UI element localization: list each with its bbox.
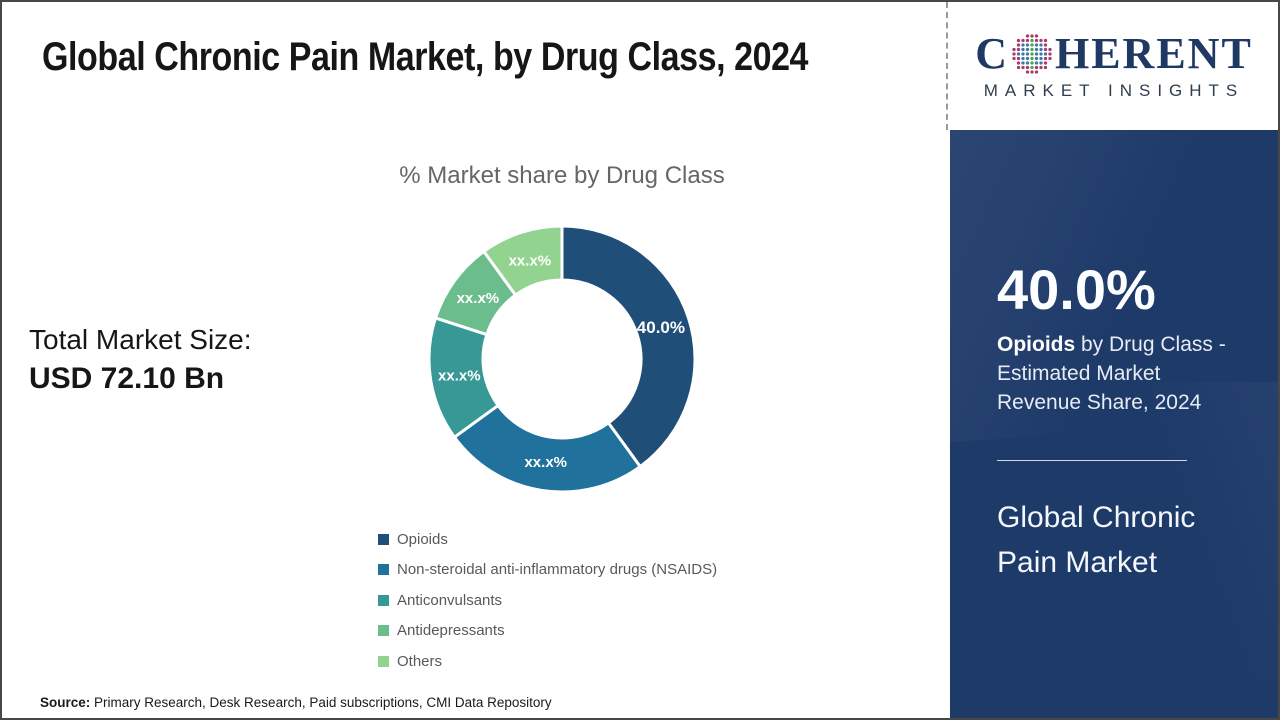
sidebar-stat-value: 40.0% bbox=[997, 258, 1156, 321]
sidebar-content: 40.0% Opioids by Drug Class - Estimated … bbox=[950, 130, 1278, 585]
source-label: Source: bbox=[40, 695, 91, 710]
slice-label: xx.x% bbox=[457, 290, 500, 307]
sidebar-panel: 40.0% Opioids by Drug Class - Estimated … bbox=[950, 130, 1278, 718]
legend-item-opioids: Opioids bbox=[378, 524, 717, 555]
total-market-value: USD 72.10 Bn bbox=[29, 362, 225, 395]
legend-label: Non-steroidal anti-inflammatory drugs (N… bbox=[397, 561, 718, 579]
total-market-block: Total Market Size: USD 72.10 Bn bbox=[29, 324, 252, 396]
legend-label: Anticonvulsants bbox=[397, 591, 503, 609]
globe-dots-icon bbox=[1012, 33, 1052, 74]
legend-item-antidepressants: Antidepressants bbox=[378, 616, 717, 647]
brand-letter-c: C bbox=[975, 28, 1009, 78]
sidebar-stat-description: Opioids by Drug Class - Estimated Market… bbox=[997, 330, 1239, 417]
brand-letters-herent: HERENT bbox=[1054, 28, 1253, 78]
slice-label: xx.x% bbox=[524, 454, 567, 471]
legend-item-others: Others bbox=[378, 646, 717, 677]
sidebar-market-name: Global Chronic Pain Market bbox=[997, 501, 1196, 579]
legend-swatch-icon bbox=[378, 655, 389, 667]
slice-label: xx.x% bbox=[509, 252, 552, 269]
donut-chart: 40.0% xx.x% xx.x% xx.x% xx.x% bbox=[427, 224, 697, 494]
legend-swatch-icon bbox=[378, 594, 389, 606]
chart-subtitle: % Market share by Drug Class bbox=[399, 162, 725, 189]
brand-subtext: MARKET INSIGHTS bbox=[983, 80, 1245, 100]
legend-item-non-steroidal-anti-inflammatory-drugs-nsaids: Non-steroidal anti-inflammatory drugs (N… bbox=[378, 555, 717, 586]
legend-label: Opioids bbox=[397, 530, 448, 548]
total-market-label: Total Market Size: bbox=[29, 324, 252, 355]
legend-swatch-icon bbox=[378, 533, 389, 545]
legend-item-anticonvulsants: Anticonvulsants bbox=[378, 585, 717, 616]
page-title: Global Chronic Pain Market, by Drug Clas… bbox=[42, 35, 809, 79]
donut-slice-others bbox=[481, 224, 564, 298]
chart-legend: Opioids Non-steroidal anti-inflammatory d… bbox=[378, 524, 717, 677]
legend-swatch-icon bbox=[378, 564, 389, 576]
dashed-divider bbox=[946, 2, 948, 130]
legend-label: Antidepressants bbox=[397, 622, 505, 640]
legend-label: Others bbox=[397, 652, 443, 670]
brand-wordmark: C HERENT bbox=[975, 28, 1253, 78]
sidebar-divider bbox=[997, 460, 1187, 461]
brand-logo: C HERENT MARKET INSIGHTS bbox=[950, 2, 1278, 130]
slice-label: 40.0% bbox=[637, 318, 685, 337]
legend-swatch-icon bbox=[378, 625, 389, 637]
source-note: Source: Primary Research, Desk Research,… bbox=[40, 695, 552, 710]
source-text: Primary Research, Desk Research, Paid su… bbox=[90, 695, 552, 710]
donut-slice-non-steroidal-anti-inflammatory-drugs-nsaids bbox=[452, 403, 643, 494]
slice-label: xx.x% bbox=[438, 368, 481, 385]
sidebar-stat-highlight: Opioids bbox=[997, 333, 1076, 356]
donut-slice-opioids bbox=[560, 224, 697, 469]
